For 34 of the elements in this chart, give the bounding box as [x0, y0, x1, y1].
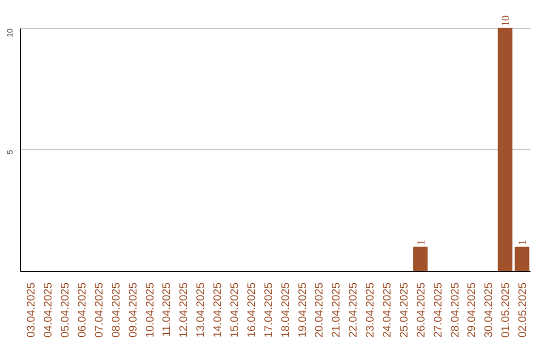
x-tick-label: 30.04.2025: [483, 282, 496, 338]
data-label: 1: [415, 240, 428, 246]
x-tick-label: 13.04.2025: [195, 282, 208, 338]
x-tick-label: 23.04.2025: [364, 282, 377, 338]
x-tick-label: 20.04.2025: [314, 282, 326, 338]
data-label: 10: [500, 14, 512, 26]
x-tick-label: 12.04.2025: [178, 282, 190, 338]
x-tick-label: 24.04.2025: [381, 282, 394, 338]
x-tick-label: 07.04.2025: [93, 282, 106, 338]
data-label: 1: [517, 240, 530, 246]
x-tick-label: 28.04.2025: [449, 282, 462, 338]
x-tick-label: 16.04.2025: [246, 282, 258, 338]
x-tick-label: 22.04.2025: [348, 282, 360, 338]
x-tick-label: 26.04.2025: [415, 282, 428, 338]
x-tick-label: 11.04.2025: [161, 282, 174, 337]
x-tick-label: 19.04.2025: [296, 282, 309, 338]
x-tick-label: 14.04.2025: [212, 282, 224, 338]
x-tick-label: 02.05.2025: [517, 282, 530, 338]
x-tick-label: 03.04.2025: [26, 282, 38, 338]
x-tick-label: 21.04.2025: [330, 282, 343, 338]
x-tick-label: 27.04.2025: [432, 282, 444, 338]
x-tick-label: 09.04.2025: [127, 282, 140, 338]
x-tick-label: 04.04.2025: [42, 282, 55, 338]
x-tick-label: 18.04.2025: [280, 282, 292, 338]
x-tick-label: 15.04.2025: [228, 282, 241, 338]
x-tick-label: 25.04.2025: [398, 282, 410, 338]
y-tick-label: 5: [6, 149, 14, 154]
x-tick-label: 01.05.2025: [500, 282, 512, 338]
x-tick-label: 05.04.2025: [60, 282, 72, 338]
x-tick-label: 08.04.2025: [110, 282, 122, 338]
x-tick-label: 17.04.2025: [262, 282, 275, 338]
x-tick-label: 06.04.2025: [76, 282, 88, 338]
x-tick-label: 29.04.2025: [466, 282, 478, 338]
x-tick-label: 10.04.2025: [144, 282, 156, 338]
